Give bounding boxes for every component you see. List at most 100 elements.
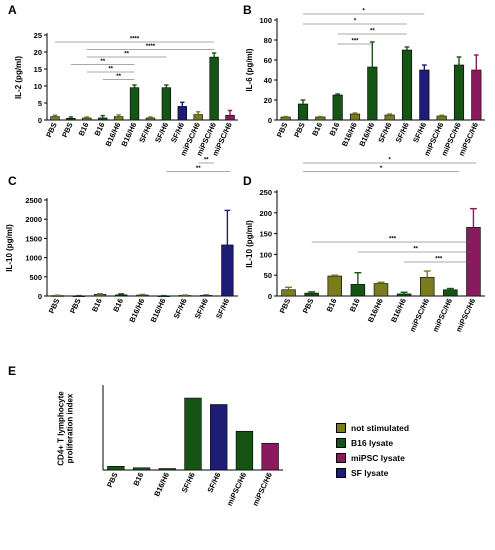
y-tick-label: 20 [34, 48, 42, 57]
significance-label: ** [204, 158, 209, 164]
y-axis-label: IL-10 (pg/ml) [245, 220, 254, 268]
x-tick-label: B16 [90, 297, 104, 313]
x-tick-label: miPSC/H6 [225, 471, 248, 507]
x-tick-label: B16/H6 [366, 297, 385, 324]
legend-swatch [336, 437, 346, 448]
bar [350, 284, 366, 297]
bar [436, 115, 447, 121]
y-tick-label: 0 [268, 292, 272, 301]
x-tick-label: B16/H6 [340, 121, 359, 148]
x-tick-label: B16 [111, 297, 125, 313]
bar [184, 397, 202, 471]
bar [225, 114, 235, 121]
x-tick-label: PBS [68, 297, 83, 315]
significance-label: * [354, 19, 357, 25]
x-tick-label: PBS [292, 121, 307, 139]
significance-label: ** [413, 247, 418, 253]
bar [145, 117, 156, 121]
x-tick-label: SF/H6 [169, 121, 186, 144]
x-tick-label: SF/H6 [394, 121, 411, 144]
bar [443, 289, 458, 297]
x-tick-label: PBS [278, 297, 293, 315]
significance-label: **** [146, 44, 156, 50]
bar [367, 66, 378, 121]
legend-item-mipsc-lysate: miPSC lysate [336, 450, 409, 465]
bar [115, 294, 128, 297]
bar [373, 283, 389, 297]
legend-label: not stimulated [351, 422, 410, 433]
bar [158, 468, 176, 471]
bar [161, 87, 172, 121]
x-tick-label: SF/H6 [180, 471, 197, 494]
bar [401, 49, 413, 121]
y-axis-label: IL-2 (pg/ml) [14, 56, 23, 99]
bar [209, 56, 219, 121]
significance-label: ** [108, 67, 113, 73]
x-tick-label: SF/H6 [205, 471, 222, 494]
bar [113, 116, 124, 121]
x-tick-label: SF/H6 [376, 121, 393, 144]
bar [280, 116, 291, 121]
y-tick-label: 10 [34, 82, 42, 91]
bar [327, 275, 343, 297]
panel-letter: E [8, 364, 16, 378]
bar [471, 69, 482, 121]
x-tick-label: PBS [275, 121, 290, 139]
x-tick-label: SF/H6 [193, 297, 210, 320]
panel-letter: A [8, 3, 17, 17]
bar [332, 94, 343, 121]
x-tick-label: PBS [105, 471, 120, 489]
significance-label: * [380, 166, 383, 172]
x-tick-label: SF/H6 [153, 121, 170, 144]
significance-label: ** [116, 74, 121, 80]
y-axis-label: proliferation index [66, 393, 75, 463]
x-tick-label: B16 [77, 121, 91, 137]
y-tick-label: 200 [259, 209, 272, 218]
x-tick-label: SF/H6 [411, 121, 428, 144]
bar [453, 64, 465, 121]
significance-label: *** [389, 237, 397, 243]
x-tick-label: B16 [93, 121, 107, 137]
bar [177, 106, 187, 121]
bar [136, 294, 149, 297]
y-tick-label: 40 [264, 76, 272, 85]
y-tick-label: 80 [264, 36, 272, 45]
y-tick-label: 1000 [25, 254, 42, 263]
y-axis-label: CD4+ T lymphocyte [57, 391, 66, 466]
legend-item-not-stimulated: not stimulated [336, 420, 409, 435]
x-tick-label: B16/H6 [357, 121, 376, 148]
bar [396, 293, 412, 297]
legend-item-b16-lysate: B16 lysate [336, 435, 409, 450]
y-tick-label: 0 [268, 116, 272, 125]
y-tick-label: 500 [29, 273, 42, 282]
y-axis-label: IL-10 (pg/ml) [5, 224, 14, 272]
y-tick-label: 0 [38, 116, 42, 125]
bar [384, 114, 395, 121]
y-tick-label: 0 [38, 292, 42, 301]
legend-label: miPSC lysate [351, 452, 405, 463]
bar [235, 430, 254, 471]
y-axis-label: IL-6 (pg/ml) [245, 48, 254, 91]
significance-label: **** [130, 37, 140, 43]
y-tick-label: 50 [264, 271, 272, 280]
significance-label: ** [124, 52, 129, 58]
bar [419, 276, 435, 297]
bar [419, 69, 430, 121]
bar [107, 466, 125, 471]
panel-letter: C [8, 174, 17, 188]
legend-swatch [336, 467, 346, 478]
x-tick-label: B16/H6 [127, 297, 146, 324]
significance-label: *** [351, 39, 359, 45]
x-tick-label: B16 [310, 121, 324, 137]
bar [129, 87, 140, 121]
x-tick-label: SF/H6 [214, 297, 231, 320]
bar [66, 118, 76, 121]
bar [297, 103, 309, 121]
y-tick-label: 100 [259, 250, 272, 259]
legend-swatch [336, 452, 346, 463]
x-tick-label: SF/H6 [172, 297, 189, 320]
x-tick-label: B16/H6 [152, 471, 171, 498]
legend-label: SF lysate [351, 467, 389, 478]
y-tick-label: 5 [38, 99, 42, 108]
